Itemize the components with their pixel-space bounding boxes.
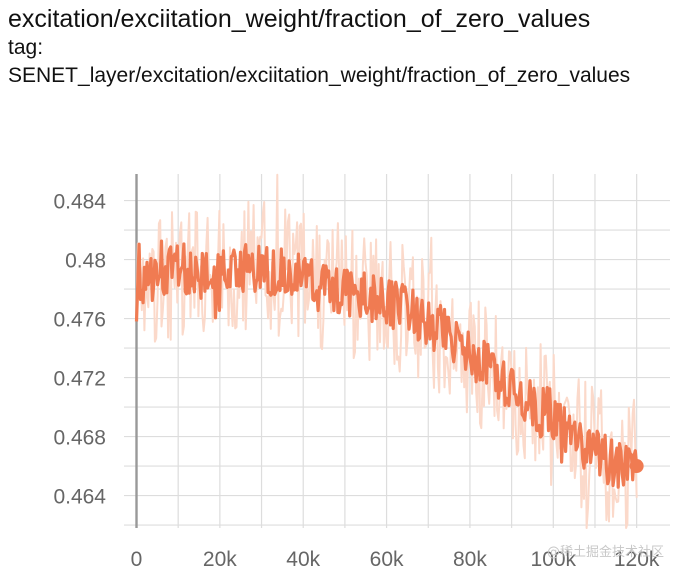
watermark: @稀土掘金技术社区 (547, 544, 664, 560)
raw-series (135, 173, 638, 529)
last-point-marker (629, 459, 644, 474)
x-tick-label: 120k (614, 548, 660, 571)
x-tick-label: 0 (131, 548, 143, 571)
y-tick-label: 0.48 (65, 250, 106, 273)
y-tick-label: 0.476 (53, 309, 106, 332)
x-tick-label: 20k (203, 548, 237, 571)
y-tick-label: 0.464 (53, 486, 106, 509)
x-tick-label: 40k (286, 548, 320, 571)
y-axis-ticks: 0.464 0.468 0.472 0.476 0.48 0.484 (53, 191, 106, 509)
chart-title: excitation/exciitation_weight/fraction_o… (8, 5, 591, 33)
x-tick-label: 80k (453, 548, 487, 571)
raw-series-line (135, 173, 638, 529)
smoothed-series-line (134, 239, 639, 489)
tag-value: SENET_layer/excitation/exciitation_weigh… (8, 64, 631, 87)
x-tick-label: 60k (370, 548, 404, 571)
smoothed-series (134, 239, 644, 489)
y-tick-label: 0.472 (53, 368, 106, 391)
x-tick-label: 100k (531, 548, 577, 571)
x-axis-ticks: 0 20k 40k 60k 80k 100k 120k (131, 548, 660, 571)
title-block: excitation/exciitation_weight/fraction_o… (8, 4, 672, 90)
tag-label: tag: (8, 36, 44, 59)
y-tick-label: 0.484 (53, 191, 106, 214)
y-tick-label: 0.468 (53, 427, 106, 450)
grid (124, 174, 670, 528)
